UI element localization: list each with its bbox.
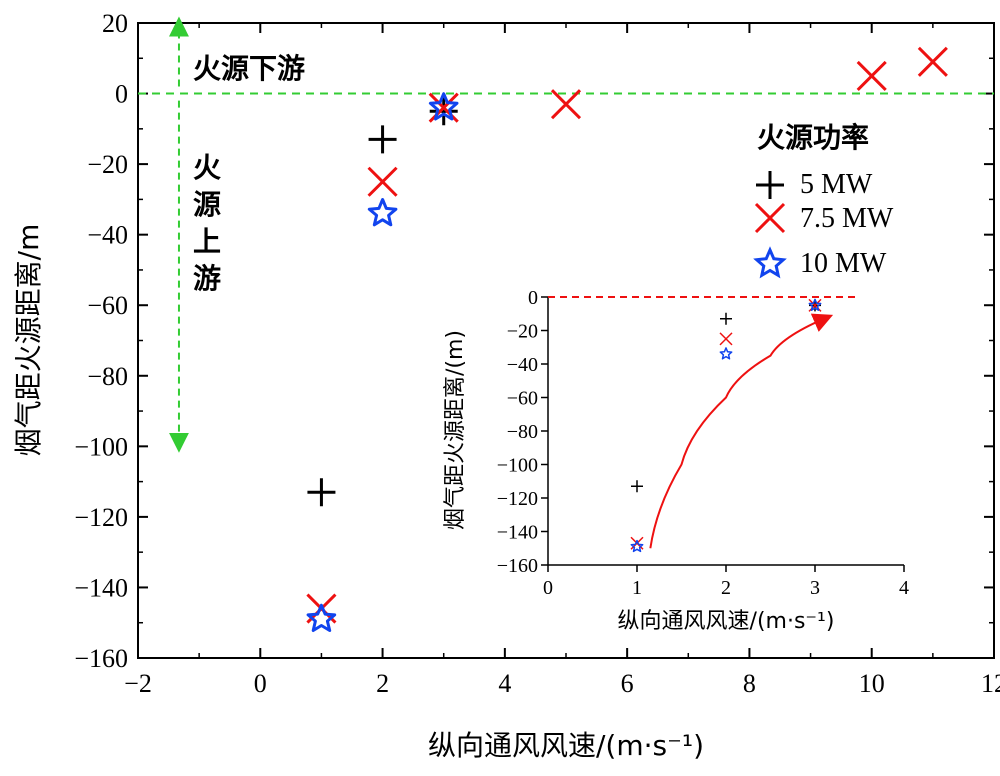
legend-item-5mw: 5 MW [756,169,873,200]
inset-x-tick-label: 1 [632,577,642,599]
y-tick-label: 0 [115,80,128,109]
y-tick-label: 20 [102,9,128,38]
data-point-plus [368,125,397,154]
annotation-upstream-char: 上 [193,225,221,258]
data-point-x [367,166,398,197]
inset-data-point-star [719,347,733,360]
inset-y-tick-label: 0 [528,287,538,309]
inset-data-point-x [630,536,644,550]
inset-x-tick-label: 2 [721,577,731,599]
data-point-x [428,92,459,123]
main-y-axis-title: 烟气距火源距离/m [12,224,45,457]
annotation-upstream-char: 游 [193,262,221,295]
inset-data-point-x [719,332,733,346]
inset-x-tick-label: 3 [810,577,820,599]
inset-background [548,297,904,565]
y-tick-label: −20 [87,150,128,179]
y-tick-label: −140 [74,573,128,602]
legend-marker-plus [756,171,784,199]
y-tick-label: −60 [87,291,128,320]
x-tick-label: 4 [498,669,511,698]
inset-data-point-plus [631,480,643,493]
x-tick-label: 12 [981,669,1000,698]
legend-item-7-5mw: 7.5 MW [754,202,894,234]
inset-data-point-star [808,298,822,311]
inset-y-tick-label: −20 [507,321,538,343]
legend: 火源功率 5 MW 7.5 MW 10 MW [753,121,894,279]
legend-label-7-5mw: 7.5 MW [800,203,894,234]
x-tick-label: 0 [254,669,267,698]
inset-y-tick-label: −60 [507,388,538,410]
legend-marker-star [753,246,787,279]
data-point-x [917,46,948,77]
inset-y-tick-label: −40 [507,354,538,376]
legend-title: 火源功率 [757,121,869,154]
inset-data-point-plus [720,312,732,325]
legend-label-5mw: 5 MW [800,169,873,200]
inset-chart: 0 1 2 3 4 0 −20 −40 −60 −80 −100 −120 −140 −160 纵向通风风… [443,287,909,634]
inset-data-point-star [630,539,644,553]
annotation-upstream-char: 源 [193,188,221,221]
y-tick-label: −80 [87,362,128,391]
data-point-x [856,60,887,91]
inset-y-tick-label: −140 [497,522,538,544]
main-x-axis-title: 纵向通风风速/(m·s⁻¹) [428,729,704,762]
y-tick-label: −40 [87,221,128,250]
annotation-downstream: 火源下游 [193,52,305,85]
data-point-star [367,198,398,227]
legend-label-10mw: 10 MW [800,248,887,279]
x-tick-label: 10 [859,669,885,698]
x-tick-label: 8 [743,669,756,698]
y-tick-label: −160 [74,644,128,673]
y-tick-label: −120 [74,503,128,532]
inset-y-tick-label: −120 [497,488,538,510]
data-point-star [306,603,337,632]
data-point-plus [307,478,336,507]
inset-y-tick-label: −80 [507,421,538,443]
annotation-upstream-char: 火 [193,151,221,184]
inset-trend-arrow [649,313,834,549]
inset-y-axis-title: 烟气距火源距离/(m) [443,330,468,530]
inset-x-axis-title: 纵向通风风速/(m·s⁻¹) [618,609,835,634]
legend-item-10mw: 10 MW [753,246,887,279]
inset-y-tick-label: −100 [497,455,538,477]
data-point-plus [429,97,458,126]
x-tick-label: 6 [621,669,634,698]
x-tick-label: −2 [124,669,152,698]
y-tick-label: −100 [74,432,128,461]
data-point-star [428,92,459,121]
inset-x-tick-label: 4 [899,577,909,599]
x-tick-label: 2 [376,669,389,698]
data-point-x [550,89,582,120]
inset-y-tick-label: −160 [497,555,538,577]
main-axis-ticks: −2024681012200−20−40−60−80−100−120−140−1… [74,9,1000,698]
inset-x-tick-label: 0 [543,577,553,599]
legend-marker-x [754,202,786,234]
inset-axis-ticks: 0 1 2 3 4 0 −20 −40 −60 −80 −100 −120 −140 −160 [497,287,909,599]
